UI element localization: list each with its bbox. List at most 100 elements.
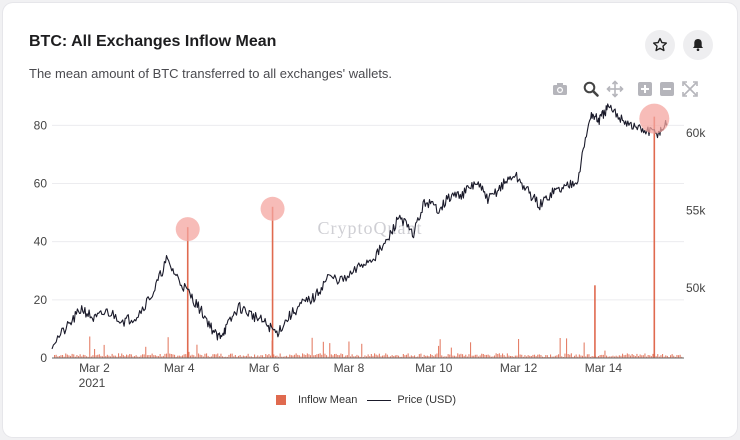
inflow-bar xyxy=(497,354,499,358)
inflow-bar xyxy=(561,356,563,358)
inflow-bar xyxy=(407,353,409,358)
inflow-bar xyxy=(233,356,235,358)
highlight-circle xyxy=(175,217,200,242)
inflow-bar xyxy=(281,356,283,358)
inflow-bar xyxy=(671,354,673,358)
inflow-bar xyxy=(66,354,68,358)
inflow-bar xyxy=(398,355,400,358)
inflow-bar xyxy=(410,355,412,358)
inflow-bar xyxy=(278,356,280,358)
inflow-bar xyxy=(617,356,619,358)
inflow-bar xyxy=(582,355,584,358)
inflow-bar xyxy=(436,353,438,358)
inflow-bar xyxy=(396,355,398,358)
inflow-bar xyxy=(68,355,70,358)
inflow-bar xyxy=(532,354,534,358)
inflow-bar xyxy=(316,354,318,358)
inflow-bar xyxy=(284,356,286,358)
inflow-bar xyxy=(166,353,168,358)
inflow-bar xyxy=(177,355,179,358)
inflow-bar xyxy=(343,356,345,358)
inflow-bar xyxy=(130,354,132,358)
inflow-bar xyxy=(140,355,142,358)
inflow-bar xyxy=(417,356,419,358)
inflow-bar xyxy=(630,355,632,358)
inflow-spike-bar xyxy=(594,285,596,358)
inflow-bar xyxy=(588,354,590,358)
inflow-bar xyxy=(162,355,164,358)
inflow-bar xyxy=(182,355,184,358)
zoom-out-icon[interactable] xyxy=(658,80,676,98)
y-left-tick-label: 40 xyxy=(34,235,48,249)
inflow-bar xyxy=(486,354,488,358)
inflow-bar xyxy=(404,355,406,358)
inflow-bar xyxy=(450,347,452,358)
inflow-bar xyxy=(646,356,648,358)
inflow-bar xyxy=(550,354,552,358)
inflow-bar xyxy=(474,354,476,358)
inflow-bar xyxy=(326,355,328,358)
pan-icon[interactable] xyxy=(606,80,624,98)
inflow-bar xyxy=(527,355,529,358)
inflow-bar xyxy=(438,345,440,358)
inflow-bar xyxy=(542,356,544,358)
inflow-bar xyxy=(641,355,643,358)
inflow-bar xyxy=(314,355,316,358)
inflow-bar xyxy=(225,356,227,358)
inflow-bar xyxy=(434,354,436,358)
zoom-icon[interactable] xyxy=(582,80,600,98)
inflow-bar xyxy=(489,355,491,358)
zoom-in-icon[interactable] xyxy=(636,80,654,98)
inflow-bar xyxy=(194,356,196,358)
inflow-bar xyxy=(386,354,388,358)
favorite-button[interactable] xyxy=(645,30,675,60)
inflow-bar xyxy=(282,356,284,358)
inflow-bar xyxy=(135,355,137,358)
inflow-bar xyxy=(478,356,480,358)
price-legend-label[interactable]: Price (USD) xyxy=(397,394,456,406)
inflow-bar xyxy=(678,355,680,358)
inflow-bar xyxy=(321,354,323,358)
inflow-bar xyxy=(89,336,91,358)
inflow-bar xyxy=(241,356,243,358)
watermark-text: CryptoQuant xyxy=(318,218,423,238)
inflow-bar xyxy=(535,356,537,358)
inflow-bar xyxy=(262,355,264,358)
inflow-bar xyxy=(590,356,592,358)
inflow-bar xyxy=(558,354,560,358)
inflow-bar xyxy=(495,353,497,358)
inflow-bar xyxy=(193,355,195,358)
inflow-legend-label[interactable]: Inflow Mean xyxy=(298,394,358,406)
inflow-bar xyxy=(329,343,331,358)
inflow-bar xyxy=(114,355,116,358)
inflow-bar xyxy=(665,355,667,358)
inflow-bar xyxy=(183,354,185,358)
inflow-bar xyxy=(370,354,372,358)
inflow-bar xyxy=(506,353,508,358)
inflow-bar xyxy=(452,355,454,358)
inflow-bar xyxy=(294,354,296,358)
x-tick-label: Mar 6 xyxy=(249,361,280,375)
inflow-bar xyxy=(132,356,134,358)
inflow-bar xyxy=(439,339,441,358)
inflow-bar xyxy=(681,356,683,358)
inflow-bar xyxy=(63,356,65,358)
inflow-bar xyxy=(586,354,588,358)
inflow-bar xyxy=(554,355,556,358)
inflow-bar xyxy=(350,356,352,358)
inflow-bar xyxy=(108,355,110,358)
inflow-bar xyxy=(311,337,313,358)
highlight-markers xyxy=(175,103,670,242)
camera-icon[interactable] xyxy=(551,80,569,98)
y-right-tick-label: 60k xyxy=(686,126,706,140)
inflow-bar xyxy=(471,355,473,358)
autoscale-icon[interactable] xyxy=(681,80,699,98)
inflow-bar xyxy=(239,355,241,358)
inflow-bar xyxy=(666,355,668,358)
alert-button[interactable] xyxy=(683,30,713,60)
inflow-bar xyxy=(380,356,382,358)
inflow-bar xyxy=(401,356,403,358)
inflow-bar xyxy=(306,353,308,358)
inflow-bar xyxy=(572,356,574,358)
